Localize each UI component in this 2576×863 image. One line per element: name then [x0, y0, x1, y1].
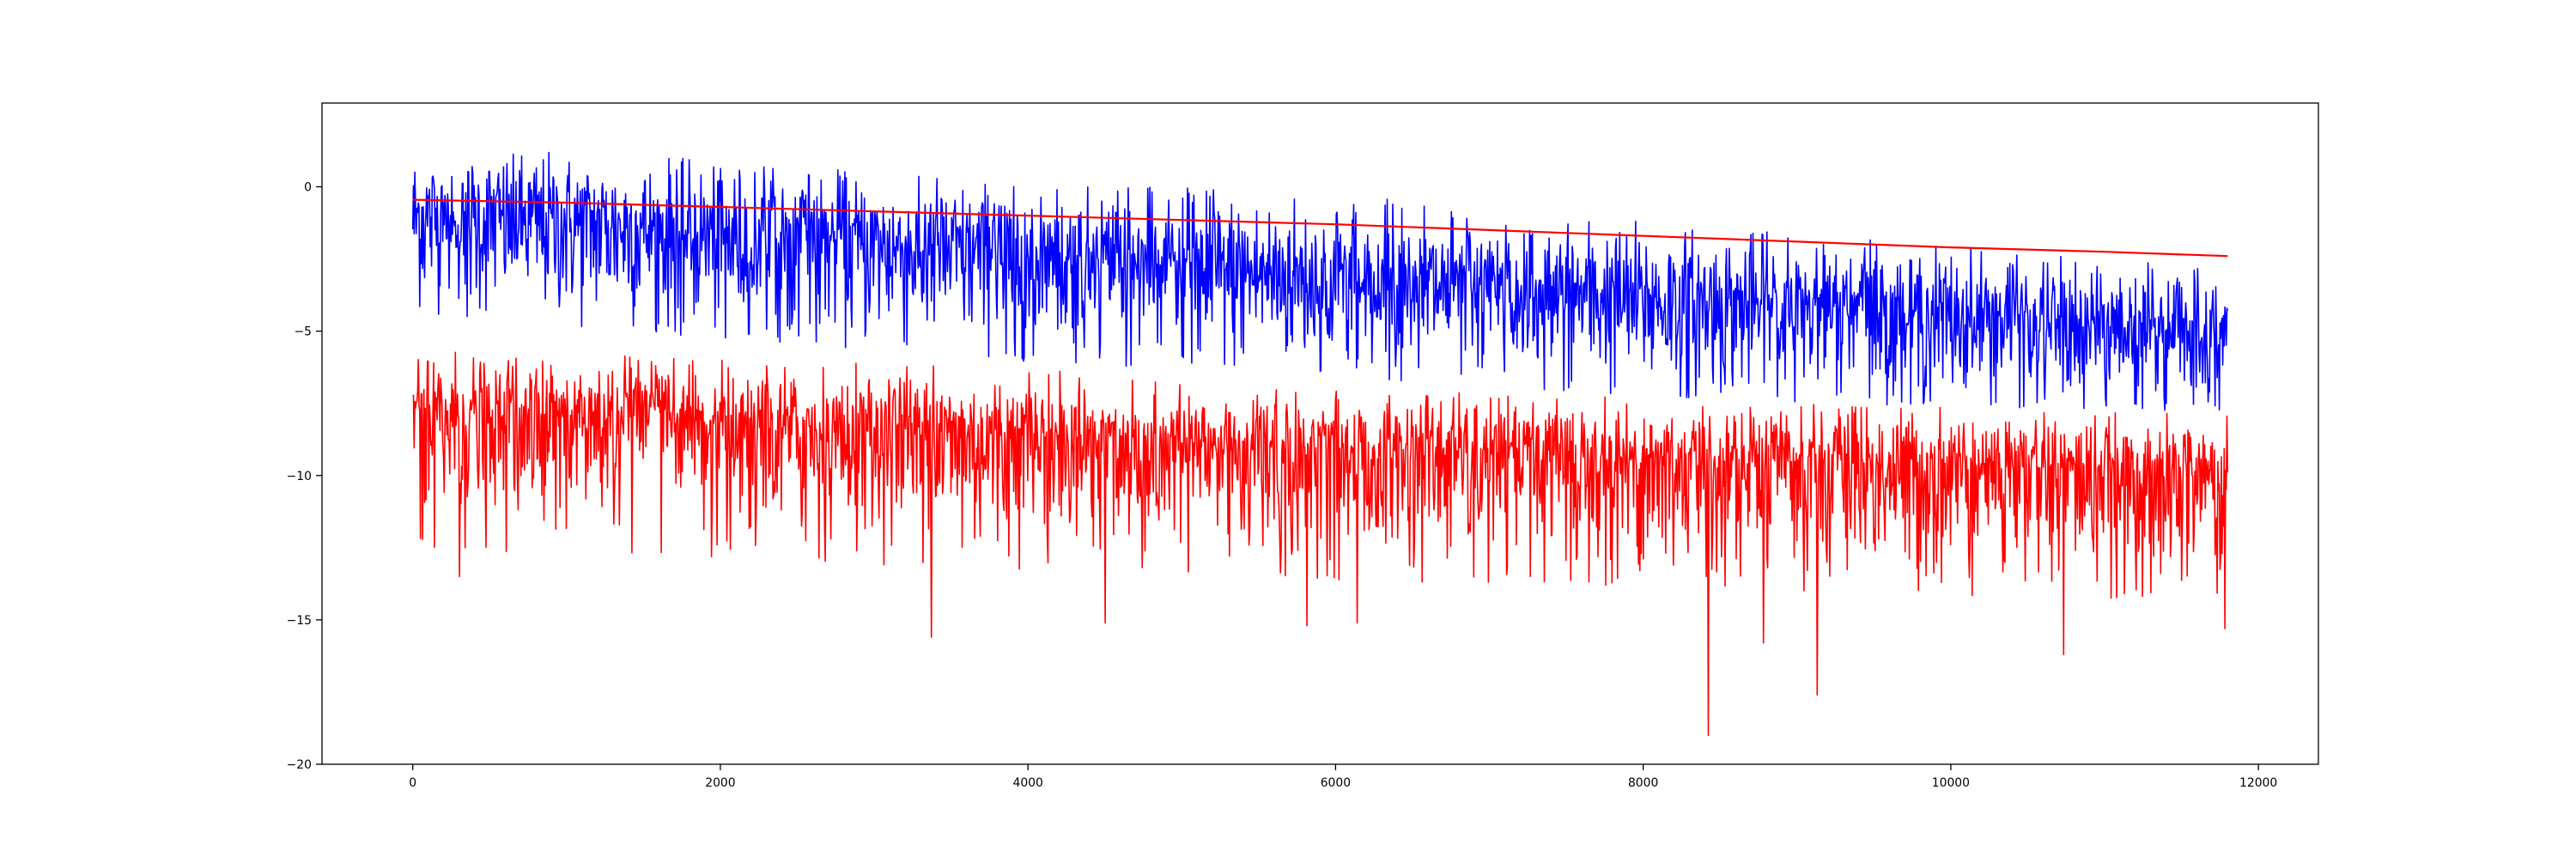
axes-frame — [321, 102, 2319, 765]
y-tick-label: 0 — [304, 181, 312, 195]
y-tick-label: −20 — [287, 758, 312, 772]
x-tick-label: 0 — [409, 776, 416, 790]
y-axis: 0 −5 −10 −15 −20 — [287, 181, 322, 772]
x-tick-label: 6000 — [1321, 776, 1351, 790]
y-tick-label: −5 — [295, 325, 312, 339]
x-axis: 0 2000 4000 6000 8000 10000 12000 — [409, 764, 2277, 790]
x-tick-label: 2000 — [705, 776, 735, 790]
series-line-2 — [412, 351, 2229, 737]
x-tick-label: 12000 — [2239, 776, 2277, 790]
series-layer — [411, 151, 2229, 737]
series-line-3 — [412, 198, 2228, 258]
y-tick-label: −15 — [287, 614, 312, 628]
y-tick-label: −10 — [287, 470, 312, 483]
series-line-1 — [411, 151, 2229, 411]
x-tick-label: 8000 — [1628, 776, 1658, 790]
x-tick-label: 4000 — [1012, 776, 1042, 790]
x-tick-label: 10000 — [1932, 776, 1970, 790]
